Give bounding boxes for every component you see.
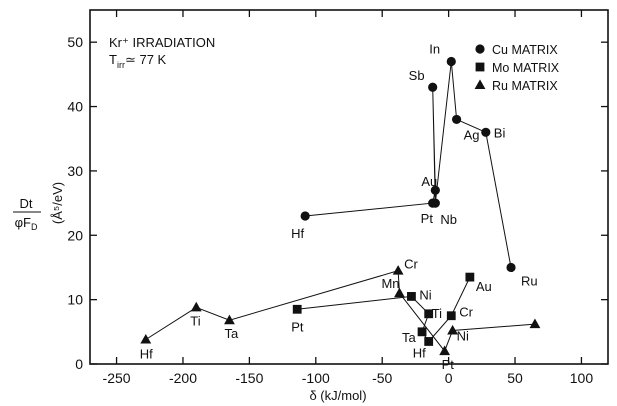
point-label-square-cr: Cr: [459, 305, 473, 320]
point-label-triangle-ti: Ti: [190, 313, 200, 328]
point-label-square-ti: Ti: [432, 306, 442, 321]
point-label-circle-sb: Sb: [409, 68, 425, 83]
data-point-circle-in: [446, 56, 456, 67]
point-label-square-ni: Ni: [419, 287, 431, 302]
x-tick-label--200: -200: [169, 370, 197, 386]
x-tick-label--100: -100: [302, 370, 330, 386]
y-tick-label-40: 40: [67, 99, 83, 115]
point-label-square-hf: Hf: [413, 345, 426, 360]
annotation-layer: Kr⁺ IRRADIATION Tirr≃ 77 K: [109, 35, 215, 70]
data-point-triangle-ni: [447, 324, 458, 335]
data-point-triangle-cr: [392, 265, 404, 275]
y-tick-label-30: 30: [67, 163, 83, 179]
data-point-square-pt: [292, 304, 302, 314]
data-point-triangle-ta: [224, 314, 235, 325]
legend-marker-triangle: [474, 79, 486, 89]
y-label-denominator-sub: D: [31, 222, 38, 232]
x-tick-label-0: 0: [445, 370, 453, 386]
y-tick-label-0: 0: [75, 356, 83, 372]
data-point-triangle-hf: [140, 333, 152, 344]
point-label-circle-ag: Ag: [464, 127, 480, 142]
plot-frame: [89, 9, 609, 365]
legend-marker-square: [475, 62, 485, 72]
data-point-square-au: [465, 272, 475, 282]
series-circle: Hf Pt Au Sb Nb In Ag Bi Ru: [291, 41, 537, 288]
legend: Cu MATRIX Mo MATRIX Ru MATRIX: [474, 43, 560, 93]
point-label-triangle-mn: Mn: [381, 276, 399, 291]
point-label-triangle-hf: Hf: [140, 347, 153, 362]
point-label-circle-ru: Ru: [521, 273, 538, 288]
point-label-circle-hf: Hf: [291, 226, 304, 241]
y-label-denominator: φFD: [15, 215, 38, 232]
data-point-circle-ag: [451, 114, 462, 125]
legend-marker-circle: [475, 44, 485, 54]
point-label-triangle-pt: Pt: [442, 357, 455, 372]
point-label-triangle-ta: Ta: [224, 326, 239, 341]
point-label-square-ta: Ta: [402, 330, 417, 345]
data-point-circle-sb: [428, 82, 438, 92]
data-point-triangle-unlabeled: [529, 318, 541, 329]
data-point-circle-bi: [481, 127, 491, 137]
legend-label-square: Mo MATRIX: [492, 61, 560, 75]
data-point-triangle-ti: [190, 301, 202, 312]
series-line-circle: [305, 61, 512, 268]
legend-label-circle: Cu MATRIX: [492, 43, 558, 57]
data-point-square-ni: [407, 292, 416, 301]
data-point-square-hf: [424, 337, 434, 346]
point-label-circle-bi: Bi: [494, 125, 506, 140]
data-point-square-ta: [417, 327, 427, 337]
point-label-circle-in: In: [429, 41, 440, 56]
point-label-circle-pt: Pt: [421, 211, 434, 226]
data-point-circle-ru: [506, 262, 516, 273]
y-label-numerator: Dt: [20, 196, 33, 211]
x-tick-label-100: 100: [570, 370, 594, 386]
data-point-circle-hf: [300, 211, 310, 221]
y-axis-label: Dt φFD (Å⁵/eV): [13, 182, 65, 232]
data-point-circle-nb: [430, 198, 440, 208]
data-point-circle-au: [430, 185, 440, 195]
temperature-annotation: Tirr≃ 77 K: [109, 52, 167, 70]
legend-label-triangle: Ru MATRIX: [492, 79, 558, 93]
plot-border: [89, 9, 609, 365]
x-tick-label-50: 50: [507, 370, 523, 386]
x-tick-label--150: -150: [235, 370, 263, 386]
data-point-triangle-pt: [439, 345, 451, 356]
point-label-circle-au: Au: [421, 174, 437, 189]
y-tick-label-10: 10: [67, 292, 83, 308]
data-point-triangle-mn: [394, 287, 405, 298]
y-label-denominator-main: φF: [15, 215, 31, 230]
y-tick-label-20: 20: [67, 227, 83, 243]
data-point-square-ti: [424, 309, 434, 319]
data-point-square-cr: [446, 311, 456, 321]
axes: -250 -200 -150 -100 -50 0 50 100 0 10 20 30 40 50: [67, 10, 608, 386]
irradiation-annotation: Kr⁺ IRRADIATION: [109, 35, 215, 50]
point-label-square-au: Au: [476, 279, 492, 294]
point-label-square-pt: Pt: [291, 319, 304, 334]
temperature-subscript: irr: [117, 60, 125, 70]
x-axis-label: δ (kJ/mol): [309, 388, 366, 403]
point-label-triangle-cr: Cr: [404, 257, 418, 272]
temperature-symbol: T: [109, 52, 117, 67]
x-tick-label--250: -250: [103, 370, 131, 386]
y-label-units: (Å⁵/eV): [50, 182, 65, 224]
temperature-value: ≃ 77 K: [125, 52, 167, 67]
y-tick-label-50: 50: [67, 34, 83, 50]
point-label-circle-nb: Nb: [440, 212, 457, 227]
point-label-triangle-ni: Ni: [457, 329, 469, 344]
x-tick-label--50: -50: [372, 370, 392, 386]
